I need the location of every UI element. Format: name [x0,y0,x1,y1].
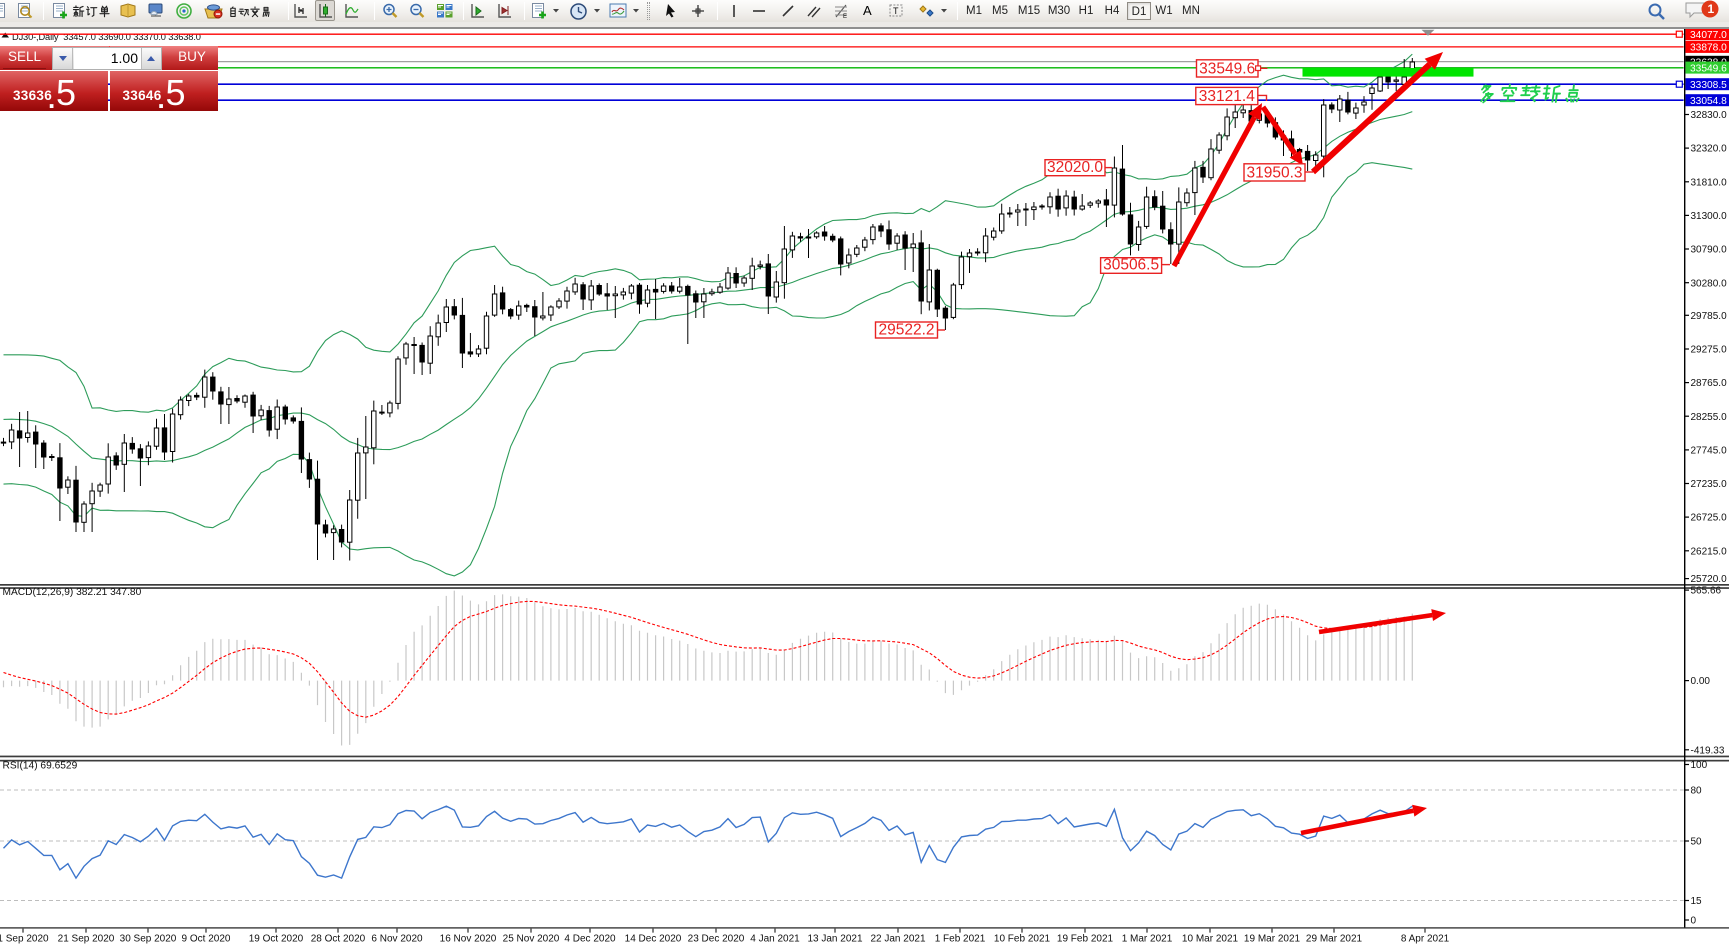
svg-text:T: T [893,6,899,16]
svg-text:30 Sep 2020: 30 Sep 2020 [120,934,177,944]
svg-text:32020.0: 32020.0 [1047,159,1103,176]
svg-text:0.00: 0.00 [1691,676,1711,687]
svg-text:27745.0: 27745.0 [1691,446,1728,457]
svg-text:19 Feb 2021: 19 Feb 2021 [1057,934,1114,944]
svg-text:1 Mar 2021: 1 Mar 2021 [1122,934,1173,944]
svg-text:31810.0: 31810.0 [1691,177,1728,188]
svg-text:80: 80 [1691,786,1703,797]
svg-text:32830.0: 32830.0 [1691,110,1728,121]
svg-text:100: 100 [1691,760,1708,771]
svg-text:1: 1 [1708,2,1715,16]
svg-text:33878.0: 33878.0 [1690,43,1727,54]
svg-text:14 Dec 2020: 14 Dec 2020 [625,934,682,944]
svg-text:19 Mar 2021: 19 Mar 2021 [1244,934,1301,944]
svg-text:E: E [843,14,847,19]
svg-text:0: 0 [1691,916,1697,927]
svg-text:33308.5: 33308.5 [1690,80,1727,91]
svg-text:1 Sep 2020: 1 Sep 2020 [0,934,49,944]
svg-text:34077.0: 34077.0 [1690,30,1727,41]
svg-text:33549.6: 33549.6 [1690,63,1727,74]
svg-text:33054.8: 33054.8 [1690,96,1727,107]
svg-text:9 Oct 2020: 9 Oct 2020 [182,934,231,944]
svg-text:28255.0: 28255.0 [1691,412,1728,423]
svg-text:8 Apr 2021: 8 Apr 2021 [1401,934,1450,944]
svg-text:32320.0: 32320.0 [1691,144,1728,155]
svg-text:22 Jan 2021: 22 Jan 2021 [870,934,925,944]
svg-text:19 Oct 2020: 19 Oct 2020 [249,934,304,944]
svg-text:23 Dec 2020: 23 Dec 2020 [688,934,745,944]
svg-text:25 Nov 2020: 25 Nov 2020 [503,934,560,944]
svg-text:10 Feb 2021: 10 Feb 2021 [994,934,1051,944]
svg-text:RSI(14) 69.6529: RSI(14) 69.6529 [3,761,78,772]
svg-text:30506.5: 30506.5 [1103,257,1159,274]
svg-text:33549.6: 33549.6 [1199,60,1255,77]
svg-text:16 Nov 2020: 16 Nov 2020 [440,934,497,944]
svg-text:29785.0: 29785.0 [1691,311,1728,322]
svg-text:25720.0: 25720.0 [1691,574,1728,585]
svg-text:31950.3: 31950.3 [1246,164,1302,181]
svg-text:6 Nov 2020: 6 Nov 2020 [371,934,423,944]
svg-text:4 Dec 2020: 4 Dec 2020 [564,934,616,944]
svg-text:565.66: 565.66 [1691,586,1722,597]
svg-text:26725.0: 26725.0 [1691,513,1728,524]
svg-text:26215.0: 26215.0 [1691,546,1728,557]
svg-text:27235.0: 27235.0 [1691,479,1728,490]
svg-text:31300.0: 31300.0 [1691,211,1728,222]
svg-text:DJ30-,Daily 33457.0 33690.0 3: DJ30-,Daily 33457.0 33690.0 33370.0 3363… [12,32,201,42]
svg-text:21 Sep 2020: 21 Sep 2020 [58,934,115,944]
svg-text:4 Jan 2021: 4 Jan 2021 [750,934,800,944]
svg-text:28765.0: 28765.0 [1691,378,1728,389]
svg-text:29 Mar 2021: 29 Mar 2021 [1306,934,1363,944]
svg-text:28 Oct 2020: 28 Oct 2020 [311,934,366,944]
svg-text:30280.0: 30280.0 [1691,278,1728,289]
svg-text:MACD(12,26,9) 382.21 347.80: MACD(12,26,9) 382.21 347.80 [3,587,142,598]
svg-text:29522.2: 29522.2 [878,321,934,338]
svg-text:50: 50 [1691,837,1703,848]
svg-text:15: 15 [1691,896,1703,907]
svg-text:10 Mar 2021: 10 Mar 2021 [1182,934,1239,944]
svg-text:-419.33: -419.33 [1691,745,1725,756]
svg-text:33121.4: 33121.4 [1199,88,1255,105]
svg-text:30790.0: 30790.0 [1691,245,1728,256]
svg-text:1 Feb 2021: 1 Feb 2021 [935,934,986,944]
svg-text:13 Jan 2021: 13 Jan 2021 [807,934,862,944]
svg-text:29275.0: 29275.0 [1691,345,1728,356]
